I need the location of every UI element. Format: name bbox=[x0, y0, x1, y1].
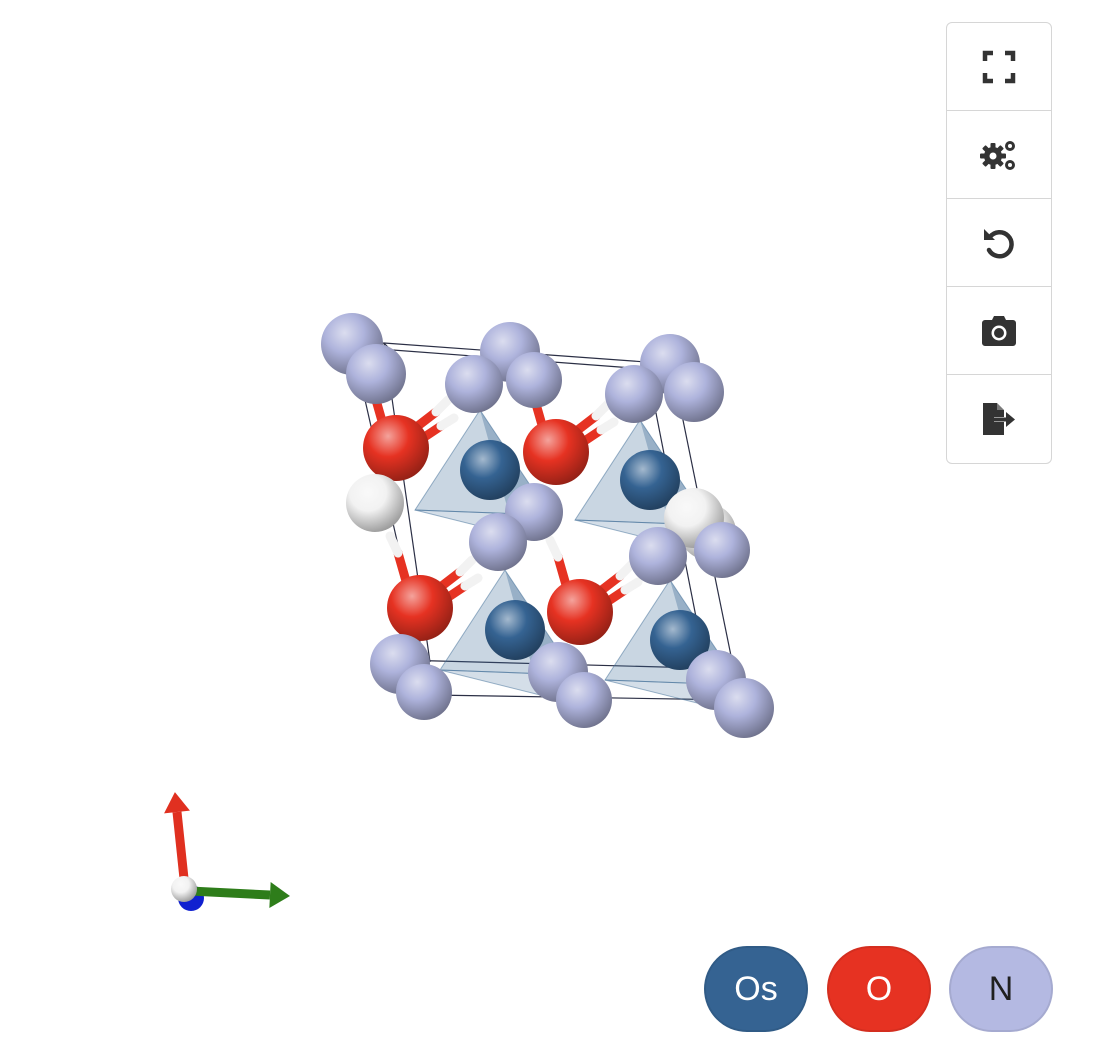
camera-icon bbox=[982, 315, 1016, 346]
atom-n bbox=[714, 678, 774, 738]
rotate-left-icon bbox=[984, 228, 1014, 258]
atom-n bbox=[664, 362, 724, 422]
atom-n bbox=[694, 522, 750, 578]
atom-o bbox=[547, 579, 613, 645]
atom-h bbox=[171, 876, 197, 902]
atom-n bbox=[556, 672, 612, 728]
atom-n bbox=[629, 527, 687, 585]
legend-chip-os[interactable]: Os bbox=[704, 946, 808, 1032]
bond bbox=[591, 399, 613, 421]
fullscreen-button[interactable] bbox=[947, 23, 1051, 111]
bond bbox=[596, 417, 619, 435]
legend-symbol: N bbox=[988, 969, 1014, 1008]
legend-chip-o[interactable]: O bbox=[827, 946, 931, 1032]
atom-n bbox=[346, 344, 406, 404]
legend-symbol: Os bbox=[734, 969, 778, 1008]
atom-n bbox=[396, 664, 452, 720]
bond bbox=[436, 413, 459, 431]
settings-button[interactable] bbox=[947, 111, 1051, 199]
legend-chip-n[interactable]: N bbox=[949, 946, 1053, 1032]
atom-n bbox=[445, 355, 503, 413]
file-export-icon bbox=[983, 403, 1015, 435]
axis-b-arrow bbox=[189, 886, 271, 900]
atom-n bbox=[469, 513, 527, 571]
atom-o bbox=[363, 415, 429, 481]
bond bbox=[615, 559, 637, 581]
legend-symbol: O bbox=[865, 969, 893, 1008]
bond bbox=[431, 395, 453, 417]
export-button[interactable] bbox=[947, 375, 1051, 463]
bond bbox=[460, 573, 483, 591]
axis-b-arrow-head bbox=[269, 882, 290, 908]
atom-os bbox=[485, 600, 545, 660]
atom-h bbox=[346, 474, 404, 532]
viewer-toolbar bbox=[946, 22, 1052, 464]
reset-view-button[interactable] bbox=[947, 199, 1051, 287]
fullscreen-icon bbox=[982, 50, 1016, 83]
atom-os bbox=[460, 440, 520, 500]
bond bbox=[455, 555, 477, 577]
atom-os bbox=[620, 450, 680, 510]
gears-icon bbox=[980, 140, 1015, 170]
atom-os bbox=[650, 610, 710, 670]
screenshot-button[interactable] bbox=[947, 287, 1051, 375]
atom-n bbox=[506, 352, 562, 408]
atom-o bbox=[523, 419, 589, 485]
bond bbox=[620, 577, 643, 595]
bond bbox=[545, 535, 563, 562]
bond bbox=[385, 531, 403, 558]
atom-n bbox=[605, 365, 663, 423]
axis-a-arrow bbox=[172, 811, 190, 889]
atom-o bbox=[387, 575, 453, 641]
axis-a-arrow-head bbox=[164, 792, 190, 814]
